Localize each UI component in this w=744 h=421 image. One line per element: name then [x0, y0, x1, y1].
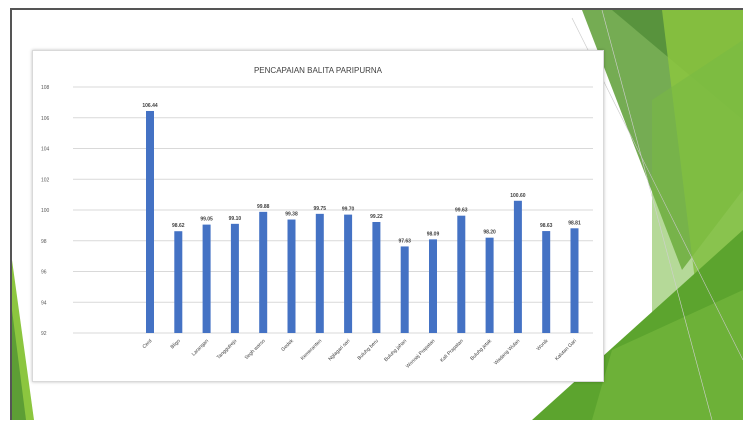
x-tick-label: Nglagari sari	[327, 338, 351, 362]
x-tick-label: Kemeranten	[300, 338, 324, 362]
bar	[287, 219, 296, 333]
data-label: 98.81	[568, 220, 581, 226]
bar	[400, 246, 409, 333]
bar	[485, 237, 494, 333]
slide: PENCAPAIAN BALITA PARIPURNA 92 94 96 98 100 1…	[10, 8, 743, 420]
bar	[429, 239, 437, 333]
bar	[457, 215, 466, 333]
x-tick-label: Wadang Wulan	[493, 338, 521, 366]
x-tick-label: Buluhg beru	[357, 338, 380, 361]
y-tick-label: 100	[41, 208, 50, 214]
bar	[259, 211, 268, 333]
chart-title: PENCAPAIAN BALITA PARIPURNA	[254, 66, 383, 75]
x-axis-ticks: Cerd Bligo Larangan Tanggulrejo Segh warso Ge…	[142, 338, 578, 370]
data-label: 98.09	[427, 231, 440, 237]
x-tick-label: Kali Prapatan	[439, 338, 465, 364]
data-labels: 106.44 98.62 99.05 99.10 99.88 99.38 99.75 99.7…	[142, 103, 581, 244]
data-label: 99.05	[200, 217, 213, 223]
data-label: 100.60	[510, 193, 526, 199]
bar	[315, 213, 324, 333]
bar	[542, 231, 551, 333]
x-tick-label: Larangan	[191, 338, 210, 357]
data-label: 97.63	[398, 238, 411, 244]
x-tick-label: Segh warso	[244, 338, 267, 361]
data-label: 99.75	[314, 206, 327, 212]
y-tick-label: 92	[41, 331, 47, 337]
bar	[344, 214, 353, 333]
bar	[202, 224, 211, 333]
y-tick-label: 98	[41, 239, 47, 245]
bar	[230, 223, 239, 333]
data-label: 99.63	[455, 208, 468, 214]
x-tick-label: Buluhg jahan	[383, 338, 408, 363]
data-label: 99.70	[342, 207, 355, 213]
y-tick-label: 96	[41, 270, 47, 276]
y-tick-label: 94	[41, 300, 47, 306]
bar	[570, 228, 579, 333]
y-axis-ticks: 92 94 96 98 100 102 104 106 108	[41, 85, 50, 337]
data-label: 99.10	[229, 216, 242, 222]
data-label: 99.22	[370, 214, 383, 220]
bar-chart: PENCAPAIAN BALITA PARIPURNA 92 94 96 98 100 1…	[41, 66, 593, 370]
y-tick-label: 108	[41, 85, 50, 91]
bars	[146, 110, 579, 333]
x-tick-label: Gedek	[280, 338, 295, 353]
data-label: 98.20	[483, 230, 496, 236]
x-tick-label: Wonik	[536, 338, 550, 352]
x-tick-label: Bligo	[170, 338, 182, 350]
x-tick-label: Kalutan Gari	[554, 338, 578, 362]
x-tick-label: Cerd	[142, 338, 154, 350]
y-tick-label: 102	[41, 177, 50, 183]
gridlines	[73, 86, 593, 334]
bar	[372, 221, 381, 333]
x-tick-label: Tanggulrejo	[216, 338, 239, 361]
x-tick-label: Buluhg jetak	[469, 338, 493, 362]
data-label: 98.63	[540, 223, 553, 229]
y-tick-label: 106	[41, 116, 50, 122]
y-tick-label: 104	[41, 147, 50, 153]
data-label: 98.62	[172, 223, 185, 229]
chart-card: PENCAPAIAN BALITA PARIPURNA 92 94 96 98 100 1…	[32, 50, 604, 382]
data-label: 99.88	[257, 204, 270, 210]
data-label: 106.44	[142, 103, 158, 109]
bar	[174, 231, 183, 333]
data-label: 99.38	[285, 212, 298, 218]
bar	[513, 200, 522, 333]
bar	[146, 110, 154, 333]
x-tick-label: Wonoaj Prapatan	[405, 338, 437, 370]
